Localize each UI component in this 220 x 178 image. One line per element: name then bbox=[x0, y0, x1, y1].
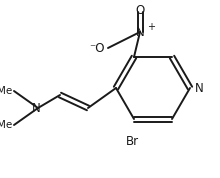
Text: N: N bbox=[195, 82, 204, 95]
Text: +: + bbox=[147, 22, 155, 32]
Text: O: O bbox=[135, 4, 145, 17]
Text: N: N bbox=[136, 25, 144, 38]
Text: Me: Me bbox=[0, 120, 12, 130]
Text: Br: Br bbox=[125, 135, 139, 148]
Text: ⁻O: ⁻O bbox=[90, 41, 105, 54]
Text: N: N bbox=[32, 101, 40, 114]
Text: Me: Me bbox=[0, 86, 12, 96]
